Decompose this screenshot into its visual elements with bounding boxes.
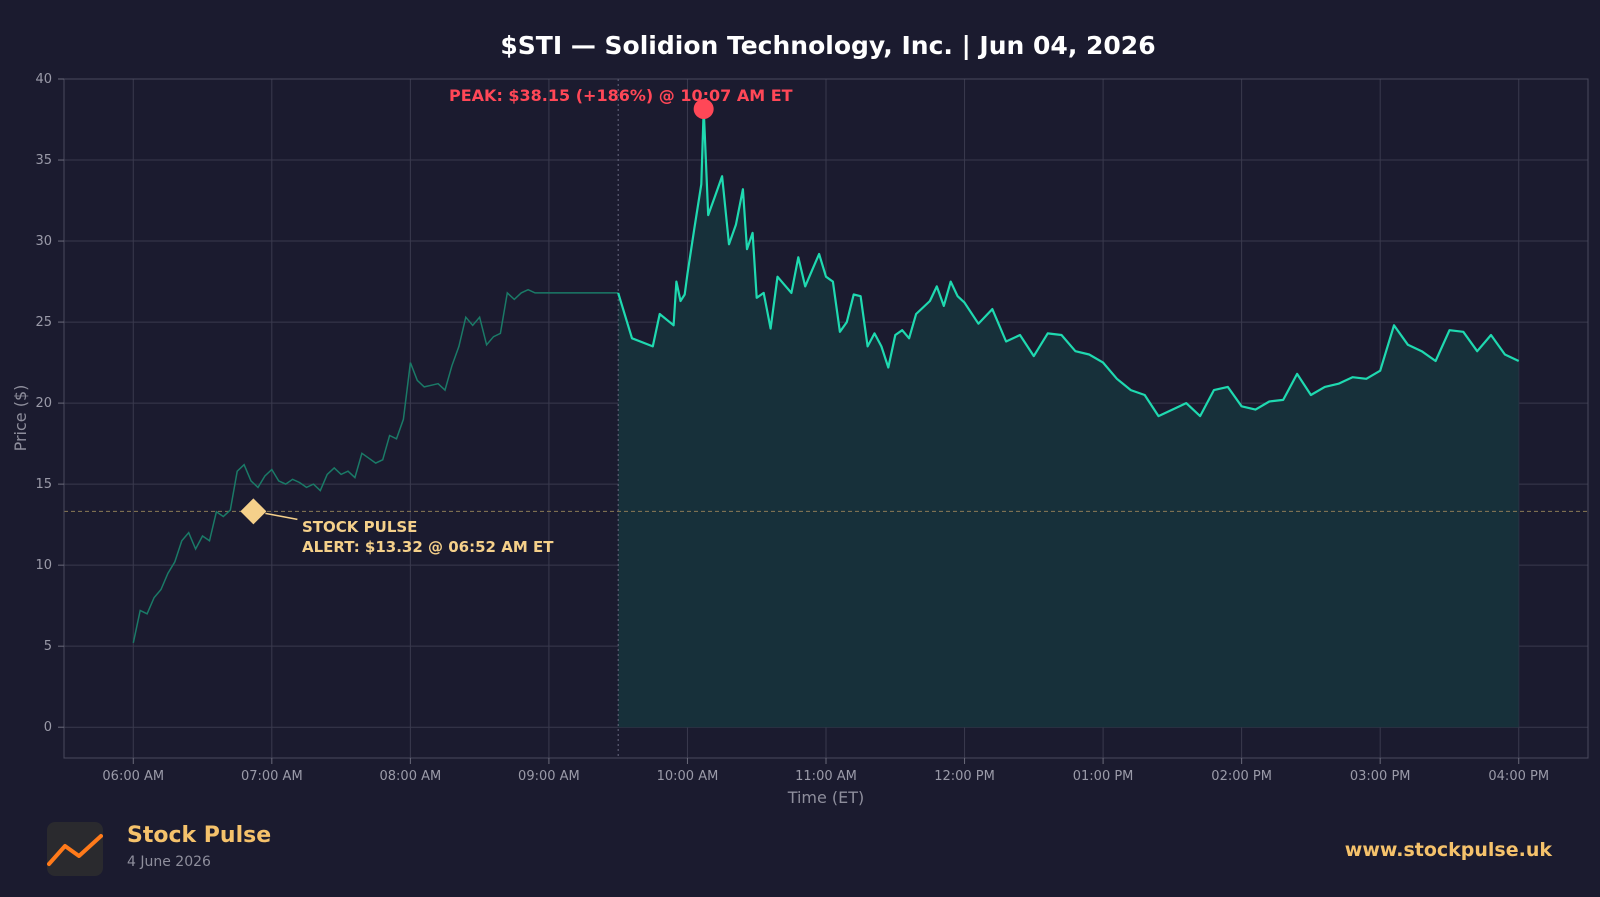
chart-title: $STI — Solidion Technology, Inc. | Jun 0… xyxy=(500,31,1155,60)
y-tick-label: 40 xyxy=(35,72,52,87)
y-tick-label: 0 xyxy=(44,720,52,735)
y-tick-label: 35 xyxy=(35,153,52,168)
brand-date: 4 June 2026 xyxy=(127,854,211,870)
y-tick-label: 20 xyxy=(35,396,52,411)
x-axis-label: Time (ET) xyxy=(787,788,865,807)
alert-label-line1: STOCK PULSE xyxy=(302,518,417,536)
x-tick-label: 12:00 PM xyxy=(934,769,995,784)
x-tick-label: 10:00 AM xyxy=(657,769,719,784)
y-tick-label: 10 xyxy=(35,558,52,573)
x-tick-label: 08:00 AM xyxy=(380,769,442,784)
brand-logo xyxy=(47,822,103,876)
alert-marker xyxy=(240,498,267,525)
alert-label-line2: ALERT: $13.32 @ 06:52 AM ET xyxy=(302,538,554,556)
y-tick-label: 30 xyxy=(35,234,52,249)
brand-name: Stock Pulse xyxy=(127,823,272,848)
x-tick-labels: 06:00 AM 07:00 AM 08:00 AM 09:00 AM 10:00 AM… xyxy=(102,758,1549,784)
y-tick-label: 15 xyxy=(35,477,52,492)
peak-label: PEAK: $38.15 (+186%) @ 10:07 AM ET xyxy=(449,86,793,105)
x-tick-label: 02:00 PM xyxy=(1211,769,1272,784)
trend-line-icon xyxy=(47,834,103,866)
regular-session-fill xyxy=(618,109,1519,728)
y-axis-label: Price ($) xyxy=(11,385,30,452)
peak-marker xyxy=(693,98,714,119)
x-tick-label: 09:00 AM xyxy=(518,769,580,784)
x-tick-label: 01:00 PM xyxy=(1073,769,1134,784)
regular-price-line xyxy=(617,107,1520,418)
premarket-price-line xyxy=(132,288,619,644)
y-tick-label: 5 xyxy=(44,639,52,654)
x-tick-label: 11:00 AM xyxy=(795,769,857,784)
website-link[interactable]: www.stockpulse.uk xyxy=(1344,839,1552,861)
alert-connector xyxy=(265,512,298,521)
y-tick-label: 25 xyxy=(35,315,52,330)
x-tick-label: 07:00 AM xyxy=(241,769,303,784)
alert-annotation: STOCK PULSE ALERT: $13.32 @ 06:52 AM ET xyxy=(240,498,554,556)
peak-annotation: PEAK: $38.15 (+186%) @ 10:07 AM ET xyxy=(449,86,793,119)
x-tick-label: 06:00 AM xyxy=(102,769,164,784)
x-tick-label: 04:00 PM xyxy=(1488,769,1549,784)
x-tick-label: 03:00 PM xyxy=(1350,769,1411,784)
y-tick-labels: 0 5 10 15 20 25 30 35 40 xyxy=(35,72,64,735)
